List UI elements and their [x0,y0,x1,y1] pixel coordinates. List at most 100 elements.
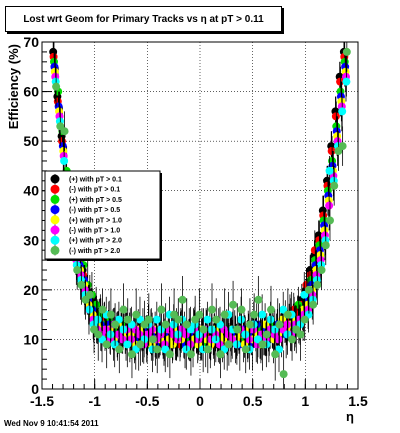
data-point [60,156,69,165]
data-point [331,112,340,121]
y-tick-label: 40 [23,183,39,199]
y-tick-label: 20 [23,282,39,298]
data-point [325,216,334,225]
data-point [266,315,275,324]
data-point [153,345,162,354]
data-point [199,325,208,334]
data-point [52,82,61,91]
data-point [123,315,132,324]
data-point [94,330,103,339]
data-point [325,201,334,210]
data-point [275,320,284,329]
data-point [115,345,124,354]
data-point [157,305,166,314]
x-tick-label: -1.5 [30,393,54,409]
y-tick-label: 10 [23,331,39,347]
data-point [313,280,322,289]
data-point [283,310,292,319]
x-tick-label: -0.5 [135,393,159,409]
data-point [174,315,183,324]
legend-label: (+) with pT > 0.5 [69,197,122,204]
data-point [119,305,128,314]
data-point [237,305,246,314]
data-point [93,315,102,324]
x-tick-label: 0 [196,393,204,409]
data-point [262,330,271,339]
data-point [309,300,318,309]
data-point [123,340,132,349]
legend-label: (-) with pT > 0.5 [69,207,120,214]
data-point [144,315,153,324]
data-point [224,340,233,349]
legend-marker [50,225,60,235]
data-point [119,325,128,334]
legend-label: (-) with pT > 2.0 [69,248,120,255]
data-point [195,310,204,319]
data-point [85,305,94,314]
data-point [106,310,115,319]
legend-marker [50,184,60,194]
data-point [241,345,250,354]
data-point [274,335,283,344]
legend: (+) with pT > 0.1 (-) with pT > 0.1 (+) wi… [44,170,162,261]
data-point [208,305,217,314]
y-tick-label: 30 [23,232,39,248]
x-tick-label: -1 [88,393,101,409]
data-point [182,320,191,329]
data-point [178,295,187,304]
data-point [60,127,69,136]
data-point [73,266,82,275]
data-point [220,310,229,319]
data-point [325,166,334,175]
data-point [229,300,238,309]
data-point [288,335,297,344]
data-point [132,310,141,319]
data-point [136,340,145,349]
data-point [106,330,115,339]
data-point [211,335,220,344]
data-point [317,266,326,275]
legend-marker [50,174,60,184]
data-point [250,310,259,319]
data-point [241,330,250,339]
data-point [342,47,351,56]
data-point [212,315,221,324]
data-point [300,315,309,324]
data-point [338,107,347,116]
chart-title: Lost wrt Geom for Primary Tracks vs η at… [5,6,282,32]
data-point [321,241,330,250]
legend-label: (+) with pT > 1.0 [69,217,122,224]
legend-marker [50,215,60,225]
data-point [203,315,212,324]
legend-box [44,170,161,260]
data-point [149,335,158,344]
legend-marker [50,235,60,245]
legend-label: (+) with pT > 0.1 [69,177,122,184]
data-point [203,345,212,354]
data-point [161,320,170,329]
data-point [304,285,313,294]
data-point [233,325,242,334]
data-point [98,305,107,314]
y-axis-label: Efficiency (%) [6,44,21,129]
x-tick-label: 1 [301,393,309,409]
legend-label: (-) with pT > 0.1 [69,187,120,194]
x-tick-label: 1.5 [348,393,368,409]
data-point [111,320,120,329]
data-point [342,77,351,86]
legend-marker [50,245,60,255]
legend-marker [50,205,60,215]
data-point [258,310,267,319]
data-point [165,350,174,359]
data-point [173,330,182,339]
data-point [245,320,254,329]
y-tick-label: 0 [31,381,39,397]
data-point [283,320,292,329]
data-point [271,350,280,359]
data-point [330,181,339,190]
data-point [338,142,347,151]
data-point [232,340,241,349]
y-tick-label: 60 [23,84,39,100]
y-tick-label: 70 [23,34,39,50]
